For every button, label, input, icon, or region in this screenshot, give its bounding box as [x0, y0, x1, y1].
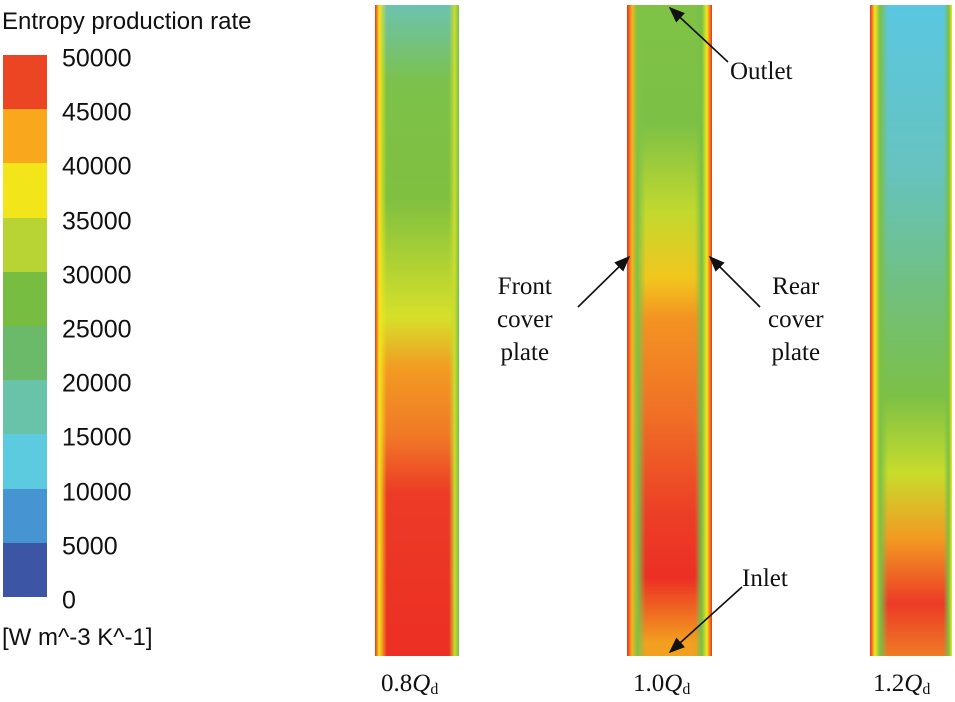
colorbar-band [3, 109, 47, 164]
arrow-inlet [668, 586, 743, 654]
colorbar-tick-label: 5000 [62, 532, 118, 561]
colorbar-tick-label: 10000 [62, 478, 132, 507]
colorbar-band [3, 217, 47, 272]
arrow-rear [708, 255, 761, 308]
colorbar-band [3, 380, 47, 435]
colorbar-title: Entropy production rate [2, 8, 252, 35]
colorbar-tick-label: 0 [62, 586, 76, 615]
colorbar-tick-label: 20000 [62, 369, 132, 398]
annotation-inlet: Inlet [742, 565, 788, 592]
colorbar-band [3, 55, 47, 110]
colorbar-tick-label: 15000 [62, 423, 132, 452]
colorbar-tick-label: 30000 [62, 261, 132, 290]
arrow-outlet [668, 6, 729, 63]
colorbar [3, 55, 47, 598]
colorbar-band [3, 163, 47, 218]
contour-panel-0.8Qd [375, 5, 459, 656]
contour-panel-1.0Qd [627, 5, 712, 656]
panel-label-1.0Qd: 1.0Qd [633, 670, 691, 698]
colorbar-tick-label: 35000 [62, 207, 132, 236]
colorbar-band [3, 542, 47, 598]
colorbar-unit: [W m^-3 K^-1] [2, 624, 153, 651]
colorbar-band [3, 488, 47, 543]
panel-label-1.2Qd: 1.2Qd [873, 670, 931, 698]
colorbar-tick-label: 50000 [62, 44, 132, 73]
arrow-front [577, 255, 631, 308]
annotation-rear-cover-plate: Rear cover plate [768, 273, 824, 366]
contour-panel-1.2Qd [870, 5, 952, 656]
colorbar-tick-label: 45000 [62, 98, 132, 127]
colorbar-tick-label: 25000 [62, 315, 132, 344]
annotation-front-cover-plate: Front cover plate [497, 273, 553, 366]
colorbar-band [3, 434, 47, 489]
annotation-outlet: Outlet [730, 58, 793, 85]
panel-label-0.8Qd: 0.8Qd [381, 670, 439, 698]
colorbar-band [3, 326, 47, 381]
colorbar-band [3, 271, 47, 327]
colorbar-tick-label: 40000 [62, 152, 132, 181]
